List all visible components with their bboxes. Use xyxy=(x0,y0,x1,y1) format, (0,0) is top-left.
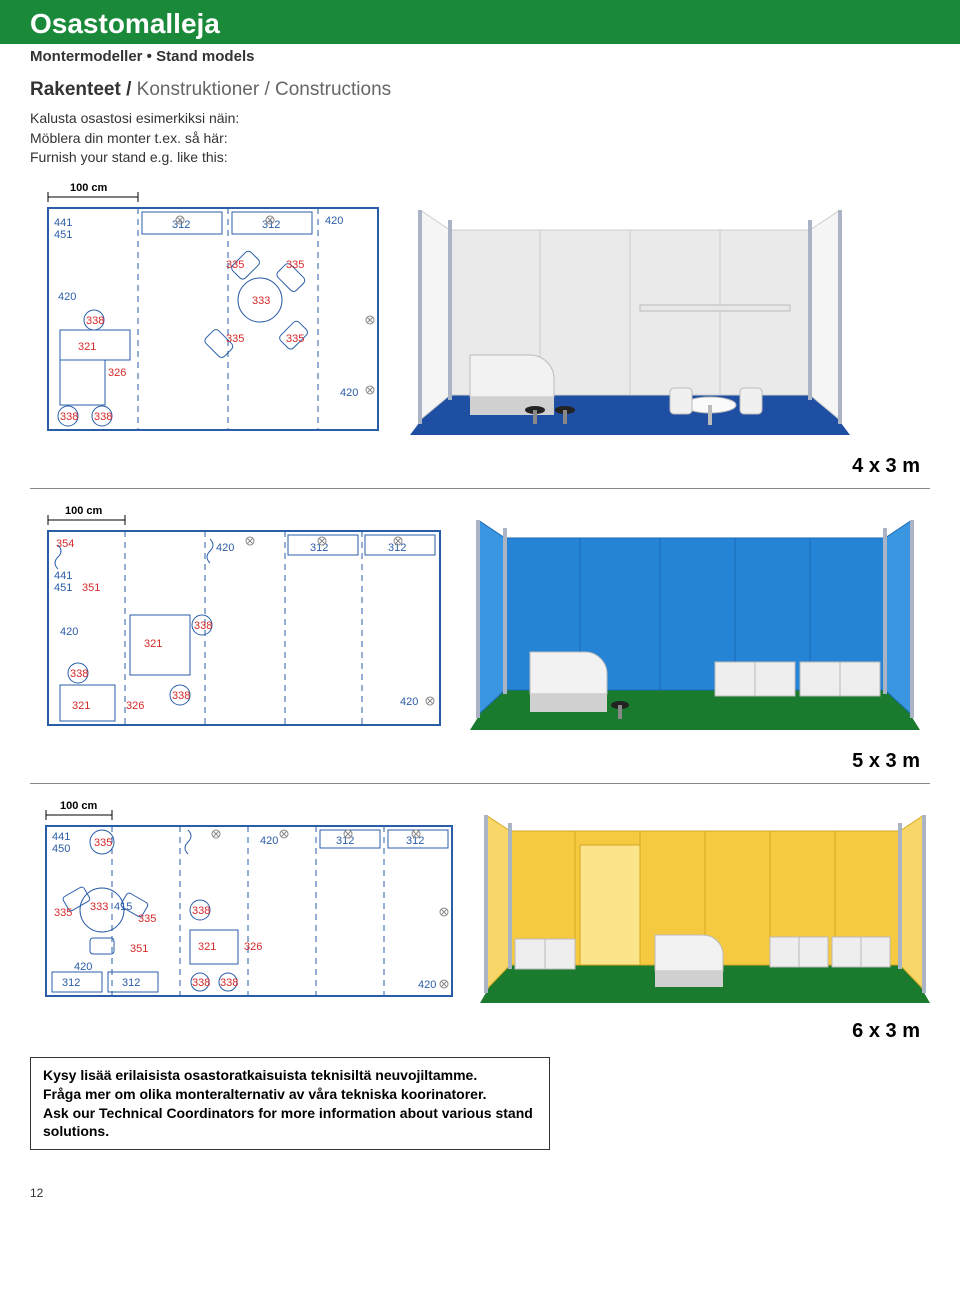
lbl: 312 xyxy=(406,835,424,847)
lbl: 441 xyxy=(54,570,72,582)
lbl: 335 xyxy=(94,837,112,849)
page-subtitle: Montermodeller • Stand models xyxy=(0,44,960,67)
lbl: 338 xyxy=(220,977,238,989)
lbl: 451 xyxy=(54,582,72,594)
lbl: 420 xyxy=(340,387,358,399)
lbl: 420 xyxy=(60,626,78,638)
lbl: 338 xyxy=(70,668,88,680)
row-6x3: 100 cm 441 450 335 420 312 312 xyxy=(30,800,930,1010)
render-5x3 xyxy=(470,520,920,740)
section-title: Rakenteet / Konstruktioner / Constructio… xyxy=(30,79,930,101)
lbl: 420 xyxy=(418,979,436,991)
footer-l2: Fråga mer om olika monteralternativ av v… xyxy=(43,1085,537,1104)
dim-100cm: 100 cm xyxy=(70,182,108,194)
floorplan-5x3: 100 cm 420 312 312 354 441 451 351 420 xyxy=(30,505,450,740)
lbl: 354 xyxy=(56,538,74,550)
row-4x3: 100 cm 312 312 420 441 451 420 333 xyxy=(30,180,930,445)
dim-100cm: 100 cm xyxy=(60,800,98,812)
lbl: 333 xyxy=(90,901,108,913)
lbl: 335 xyxy=(286,333,304,345)
section-title-b: Konstruktioner / Constructions xyxy=(131,79,391,100)
lbl: 326 xyxy=(108,367,126,379)
page-number: 12 xyxy=(0,1170,960,1200)
lbl: 338 xyxy=(192,977,210,989)
section-title-a: Rakenteet / xyxy=(30,79,131,100)
dim-100cm: 100 cm xyxy=(65,505,103,517)
lbl: 338 xyxy=(94,411,112,423)
lbl: 335 xyxy=(226,259,244,271)
lbl: 441 xyxy=(54,217,72,229)
header-bar: Osastomalleja xyxy=(0,0,960,44)
lbl: 321 xyxy=(198,941,216,953)
lbl: 420 xyxy=(58,291,76,303)
lbl: 441 xyxy=(52,831,70,843)
lbl: 312 xyxy=(388,542,406,554)
footer-infobox: Kysy lisää erilaisista osastoratkaisuist… xyxy=(30,1057,550,1151)
render-4x3 xyxy=(410,210,850,445)
content: Rakenteet / Konstruktioner / Constructio… xyxy=(0,67,960,1170)
dim-5x3: 5 x 3 m xyxy=(30,744,930,773)
lbl: 451 xyxy=(54,229,72,241)
lbl: 321 xyxy=(78,341,96,353)
render-6x3 xyxy=(480,815,930,1010)
lbl: 351 xyxy=(130,943,148,955)
page-title: Osastomalleja xyxy=(30,8,930,40)
lbl: 312 xyxy=(62,977,80,989)
intro-l3: Furnish your stand e.g. like this: xyxy=(30,148,930,168)
lbl: 333 xyxy=(252,295,270,307)
lbl: 321 xyxy=(144,638,162,650)
lbl: 420 xyxy=(400,696,418,708)
lbl: 338 xyxy=(172,690,190,702)
lbl: 335 xyxy=(286,259,304,271)
lbl: 338 xyxy=(194,620,212,632)
lbl: 335 xyxy=(54,907,72,919)
lbl: 351 xyxy=(82,582,100,594)
lbl: 326 xyxy=(126,700,144,712)
separator xyxy=(30,488,930,489)
lbl: 321 xyxy=(72,700,90,712)
dim-4x3: 4 x 3 m xyxy=(30,449,930,478)
floorplan-6x3: 100 cm 441 450 335 420 312 312 xyxy=(30,800,460,1010)
intro-l2: Möblera din monter t.ex. så här: xyxy=(30,129,930,149)
floorplan-4x3: 100 cm 312 312 420 441 451 420 333 xyxy=(30,180,390,445)
footer-l3: Ask our Technical Coordinators for more … xyxy=(43,1104,537,1142)
lbl: 338 xyxy=(192,905,210,917)
separator xyxy=(30,783,930,784)
row-5x3: 100 cm 420 312 312 354 441 451 351 420 xyxy=(30,505,930,740)
lbl: 338 xyxy=(86,315,104,327)
lbl: 420 xyxy=(216,542,234,554)
lbl: 420 xyxy=(325,215,343,227)
lbl: 326 xyxy=(244,941,262,953)
lbl: 312 xyxy=(122,977,140,989)
lbl: 420 xyxy=(260,835,278,847)
lbl: 420 xyxy=(74,961,92,973)
lbl: 450 xyxy=(52,843,70,855)
dim-6x3: 6 x 3 m xyxy=(30,1014,930,1043)
lbl: 335 xyxy=(138,913,156,925)
intro-l1: Kalusta osastosi esimerkiksi näin: xyxy=(30,109,930,129)
lbl: 338 xyxy=(60,411,78,423)
lbl: 335 xyxy=(226,333,244,345)
footer-l1: Kysy lisää erilaisista osastoratkaisuist… xyxy=(43,1066,537,1085)
intro-text: Kalusta osastosi esimerkiksi näin: Möble… xyxy=(30,109,930,168)
